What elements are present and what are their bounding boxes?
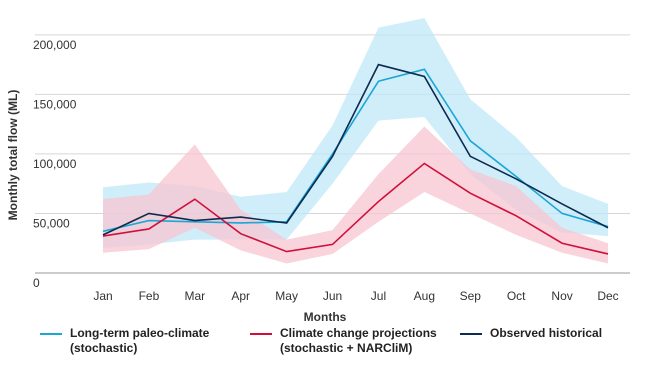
legend: Long-term paleo-climate (stochastic) Clim… [0, 326, 646, 372]
series-line [102, 162, 609, 255]
chart: Monthly total flow (ML) Months 0 50,000 10… [6, 18, 630, 324]
range-band [103, 18, 608, 248]
legend-swatch [40, 333, 62, 335]
x-tick-label: Jul [371, 289, 386, 303]
x-tick-label: Dec [597, 289, 618, 303]
y-axis-title: Monthly total flow (ML) [6, 90, 20, 221]
x-tick-label: Sep [460, 289, 482, 303]
range-band [103, 126, 608, 264]
y-tick-label: 200,000 [33, 38, 77, 52]
legend-label: Long-term paleo-climate (stochastic) [70, 326, 210, 355]
legend-entry: Observed historical [460, 326, 646, 341]
legend-swatch [460, 333, 482, 335]
legend-label: Climate change projections (stochastic +… [280, 326, 437, 355]
x-tick-label: Jun [323, 289, 342, 303]
x-axis-title: Months [304, 310, 347, 324]
x-tick-label: Mar [184, 289, 205, 303]
x-tick-label: Jan [93, 289, 112, 303]
series-line [102, 63, 609, 236]
y-tick-label: 0 [33, 276, 40, 290]
x-tick-label: Nov [551, 289, 572, 303]
y-tick-label: 150,000 [33, 98, 77, 112]
legend-label: Observed historical [490, 326, 603, 340]
x-tick-label: Feb [139, 289, 160, 303]
y-tick-label: 50,000 [33, 217, 70, 231]
x-tick-label: Apr [231, 289, 250, 303]
x-tick-label: Aug [414, 289, 435, 303]
legend-entry: Climate change projections (stochastic +… [250, 326, 480, 356]
x-tick-label: Oct [507, 289, 526, 303]
legend-swatch [250, 333, 272, 335]
legend-entry: Long-term paleo-climate (stochastic) [40, 326, 235, 356]
x-tick-label: May [275, 289, 298, 303]
y-tick-label: 100,000 [33, 157, 77, 171]
